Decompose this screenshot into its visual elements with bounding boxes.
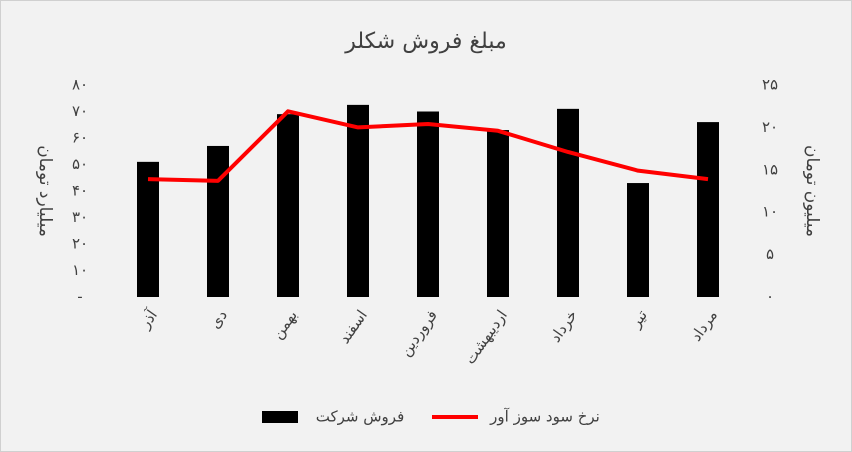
- y2-tick-label: ۵: [766, 245, 774, 263]
- bar: [627, 183, 649, 297]
- bar: [697, 122, 719, 297]
- y-tick-label: ۳۰: [72, 208, 88, 226]
- bar: [557, 108, 579, 297]
- y2-tick-label: ۰: [766, 288, 774, 306]
- y-tick-label: -: [77, 288, 82, 306]
- bar: [207, 145, 229, 297]
- y-axis-title: میلیارد تومان: [35, 145, 55, 237]
- y-tick-label: ۵۰: [72, 155, 88, 173]
- bar: [487, 130, 509, 297]
- legend-swatch: [262, 411, 298, 423]
- bar: [417, 111, 439, 297]
- y2-tick-label: ۲۰: [762, 118, 778, 136]
- y-tick-label: ۶۰: [72, 129, 88, 147]
- y-tick-label: ۷۰: [72, 102, 88, 120]
- y-tick-label: ۲۰: [72, 235, 88, 253]
- y2-tick-label: ۱۰: [762, 203, 778, 221]
- line: [147, 109, 709, 183]
- y-tick-label: ۱۰: [72, 261, 88, 279]
- chart-title: مبلغ فروش شکلر: [344, 29, 507, 54]
- y2-axis-title: میلیون تومان: [802, 145, 822, 237]
- bar: [137, 161, 159, 297]
- y2-tick-label: ۱۵: [762, 160, 778, 178]
- legend-label: نرخ سود سوز آور: [489, 408, 600, 426]
- bar: [347, 104, 369, 297]
- legend-label: فروش شرکت: [316, 408, 404, 426]
- y-tick-label: ۴۰: [72, 182, 88, 200]
- y-tick-label: ۸۰: [72, 76, 88, 94]
- y2-tick-label: ۲۵: [762, 76, 778, 94]
- bar: [277, 114, 299, 298]
